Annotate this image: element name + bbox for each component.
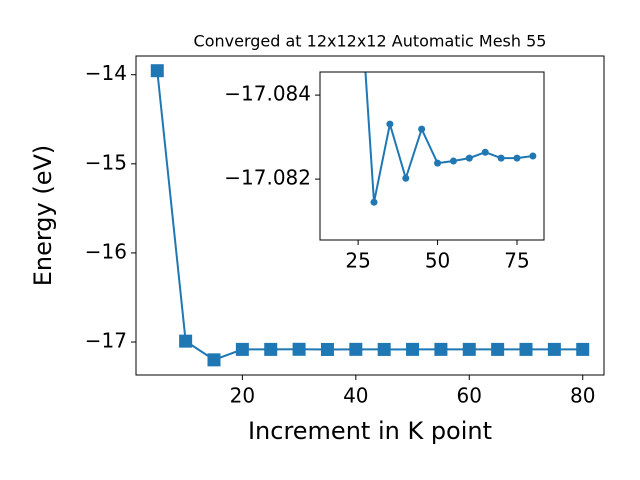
y-tick-label: −17.082 (224, 166, 311, 190)
x-axis-label: Increment in K point (248, 417, 492, 445)
marker (529, 152, 537, 160)
x-tick-label: 50 (425, 249, 450, 273)
y-tick-label: −15 (85, 150, 127, 174)
x-tick-label: 40 (343, 384, 368, 408)
y-tick-label: −17.084 (224, 82, 311, 106)
marker (519, 342, 533, 356)
marker (465, 154, 473, 162)
marker (434, 342, 448, 356)
y-tick-label: −14 (85, 61, 127, 85)
marker (264, 342, 278, 356)
y-axis-label: Energy (eV) (29, 145, 57, 287)
x-tick-label: 80 (570, 384, 595, 408)
marker (449, 157, 457, 165)
marker (434, 159, 442, 167)
marker (481, 148, 489, 156)
y-tick-label: −16 (85, 239, 127, 263)
marker (349, 342, 363, 356)
plot-area (320, 72, 544, 240)
x-tick-label: 75 (504, 249, 529, 273)
marker (513, 154, 521, 162)
marker (370, 198, 378, 206)
y-tick-label: −17 (85, 329, 127, 353)
marker (402, 174, 410, 182)
marker (179, 334, 193, 348)
marker (497, 154, 505, 162)
marker (406, 342, 420, 356)
x-tick-label: 25 (345, 249, 370, 273)
line (156, 70, 583, 361)
marker (235, 342, 249, 356)
axes-frame (135, 55, 605, 376)
marker (418, 125, 426, 133)
marker (547, 342, 561, 356)
marker (150, 64, 164, 78)
axes-frame (319, 71, 545, 241)
marker (292, 342, 306, 356)
marker (377, 342, 391, 356)
marker (576, 342, 590, 356)
chart-title: Converged at 12x12x12 Automatic Mesh 55 (194, 32, 547, 51)
x-tick-label: 60 (457, 384, 482, 408)
marker (491, 342, 505, 356)
x-tick-label: 20 (230, 384, 255, 408)
marker (320, 342, 334, 356)
marker (386, 120, 394, 128)
marker (462, 342, 476, 356)
marker (207, 353, 221, 367)
